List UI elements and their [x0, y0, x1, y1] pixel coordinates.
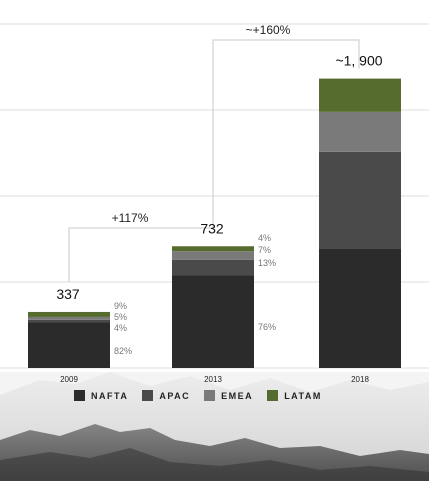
mountain-backdrop: [0, 372, 429, 481]
share-label-2013-emea: 7%: [258, 245, 271, 255]
bar-2013-emea: [172, 251, 254, 260]
legend-swatch-apac: [142, 390, 154, 401]
growth-connector-2013-2018: [212, 39, 360, 219]
legend-label-apac: APAC: [159, 390, 191, 401]
bar-2009-apac: [28, 319, 110, 323]
share-label-2009-emea: 5%: [114, 312, 127, 322]
bar-2018-emea: [319, 111, 401, 152]
legend-label-latam: LATAM: [284, 390, 322, 401]
bar-2018-apac: [319, 151, 401, 249]
share-label-2013-nafta: 76%: [258, 322, 276, 332]
bar-2009-emea: [28, 316, 110, 320]
share-label-2009-latam: 9%: [114, 301, 127, 311]
growth-label-2009-2013: +117%: [112, 211, 149, 225]
bar-2018-nafta: [319, 248, 401, 368]
share-label-2013-apac: 13%: [258, 258, 276, 268]
bar-2009-latam: [28, 311, 110, 317]
legend-label-emea: EMEA: [221, 390, 254, 401]
legend-item-apac: APAC: [142, 390, 190, 401]
legend-item-nafta: NAFTA: [74, 390, 128, 401]
bar-2018-latam: [319, 78, 401, 112]
legend-swatch-latam: [267, 390, 279, 401]
total-label-2009: 337: [56, 286, 80, 302]
bar-2013-apac: [172, 259, 254, 276]
growth-connector-2009-2013: [68, 218, 214, 282]
legend-swatch-emea: [204, 390, 216, 401]
total-label-2018: ~1, 900: [335, 53, 382, 69]
legend-item-latam: LATAM: [267, 390, 322, 401]
category-label-2013: 2013: [204, 375, 222, 384]
bar-2013-nafta: [172, 275, 254, 368]
category-label-2009: 2009: [60, 375, 78, 384]
legend-item-emea: EMEA: [204, 390, 253, 401]
bar-2009-nafta: [28, 322, 110, 368]
legend: NAFTA APAC EMEA LATAM: [74, 390, 322, 401]
total-label-2013: 732: [200, 220, 224, 236]
category-label-2018: 2018: [351, 375, 369, 384]
share-label-2009-nafta: 82%: [114, 346, 132, 356]
share-label-2013-latam: 4%: [258, 233, 271, 243]
legend-swatch-nafta: [74, 390, 85, 401]
legend-label-nafta: NAFTA: [91, 390, 129, 401]
bar-2013-latam: [172, 246, 254, 252]
growth-label-2013-2018: ~+160%: [246, 23, 291, 37]
share-label-2009-apac: 4%: [114, 323, 127, 333]
